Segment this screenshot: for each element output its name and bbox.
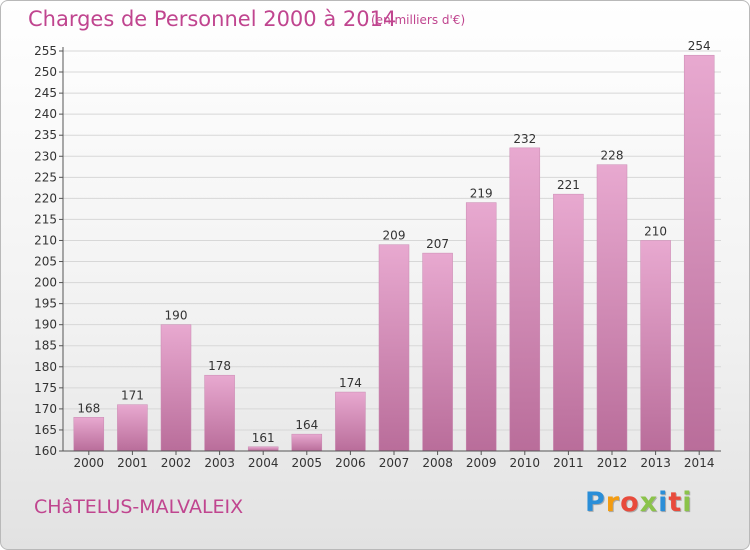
commune-name: CHâTELUS-MALVALEIX bbox=[34, 496, 244, 518]
x-tick-label: 2010 bbox=[510, 456, 541, 470]
logo-letter: P bbox=[585, 487, 606, 518]
data-label: 219 bbox=[470, 187, 493, 201]
data-label: 210 bbox=[644, 224, 667, 238]
x-tick-label: 2013 bbox=[640, 456, 671, 470]
y-tick-label: 165 bbox=[34, 423, 57, 437]
y-tick-label: 190 bbox=[34, 318, 57, 332]
logo-letter: i bbox=[682, 487, 693, 518]
bar-2009 bbox=[465, 202, 497, 452]
bar-2006 bbox=[335, 391, 366, 452]
data-label: 207 bbox=[426, 237, 449, 251]
x-tick-label: 2009 bbox=[466, 456, 497, 470]
y-tick-label: 255 bbox=[34, 44, 57, 58]
bar-2007 bbox=[378, 244, 410, 452]
bar-2012 bbox=[596, 164, 628, 452]
data-label: 254 bbox=[688, 39, 711, 53]
y-tick-label: 240 bbox=[34, 107, 57, 121]
bar-2005 bbox=[291, 433, 323, 452]
data-label: 232 bbox=[513, 132, 536, 146]
x-tick-label: 2003 bbox=[204, 456, 235, 470]
bar-2004 bbox=[247, 446, 279, 452]
y-tick-label: 205 bbox=[34, 255, 57, 269]
logo-letter: x bbox=[639, 487, 659, 518]
bar-2011 bbox=[553, 193, 584, 452]
y-tick-label: 185 bbox=[34, 339, 57, 353]
y-tick-label: 225 bbox=[34, 170, 57, 184]
data-label: 190 bbox=[165, 309, 188, 323]
x-tick-label: 2000 bbox=[74, 456, 105, 470]
bar-2008 bbox=[422, 252, 453, 452]
x-tick-label: 2002 bbox=[161, 456, 192, 470]
y-tick-label: 210 bbox=[34, 233, 57, 247]
data-label: 209 bbox=[383, 229, 406, 243]
chart-subtitle: (en milliers d'€) bbox=[371, 13, 466, 27]
logo-letter: i bbox=[658, 487, 669, 518]
y-tick-label: 195 bbox=[34, 297, 57, 311]
bar-2001 bbox=[117, 404, 148, 452]
bar-2010 bbox=[509, 147, 541, 452]
bar-2000 bbox=[73, 417, 105, 452]
x-tick-label: 2011 bbox=[553, 456, 584, 470]
bar-2003 bbox=[204, 374, 235, 452]
data-label: 171 bbox=[121, 389, 144, 403]
x-tick-label: 2014 bbox=[684, 456, 715, 470]
y-tick-label: 170 bbox=[34, 402, 57, 416]
y-tick-label: 200 bbox=[34, 276, 57, 290]
y-tick-label: 250 bbox=[34, 65, 57, 79]
bar-2013 bbox=[640, 240, 671, 452]
y-tick-label: 175 bbox=[34, 381, 57, 395]
y-tick-label: 215 bbox=[34, 212, 57, 226]
data-label: 178 bbox=[208, 359, 231, 373]
x-tick-label: 2001 bbox=[117, 456, 148, 470]
x-tick-label: 2006 bbox=[335, 456, 366, 470]
proxiti-logo: Proxiti bbox=[585, 487, 693, 518]
y-tick-label: 230 bbox=[34, 149, 57, 163]
bar-2002 bbox=[160, 324, 192, 452]
data-label: 161 bbox=[252, 431, 275, 445]
logo-letter: r bbox=[605, 487, 621, 518]
x-tick-label: 2005 bbox=[292, 456, 323, 470]
x-tick-label: 2004 bbox=[248, 456, 279, 470]
data-label: 221 bbox=[557, 178, 580, 192]
y-tick-label: 160 bbox=[34, 444, 57, 458]
chart-title: Charges de Personnel 2000 à 2014 bbox=[28, 7, 397, 31]
logo-letter: o bbox=[620, 487, 640, 518]
y-tick-label: 235 bbox=[34, 128, 57, 142]
bar-2014 bbox=[683, 54, 715, 452]
logo-letter: t bbox=[668, 487, 683, 518]
data-label: 228 bbox=[601, 149, 624, 163]
data-label: 168 bbox=[77, 401, 100, 415]
data-label: 164 bbox=[295, 418, 318, 432]
y-tick-label: 245 bbox=[34, 86, 57, 100]
data-label: 174 bbox=[339, 376, 362, 390]
y-tick-label: 180 bbox=[34, 360, 57, 374]
x-tick-label: 2012 bbox=[597, 456, 628, 470]
x-tick-label: 2007 bbox=[379, 456, 410, 470]
x-tick-label: 2008 bbox=[422, 456, 453, 470]
y-tick-label: 220 bbox=[34, 191, 57, 205]
